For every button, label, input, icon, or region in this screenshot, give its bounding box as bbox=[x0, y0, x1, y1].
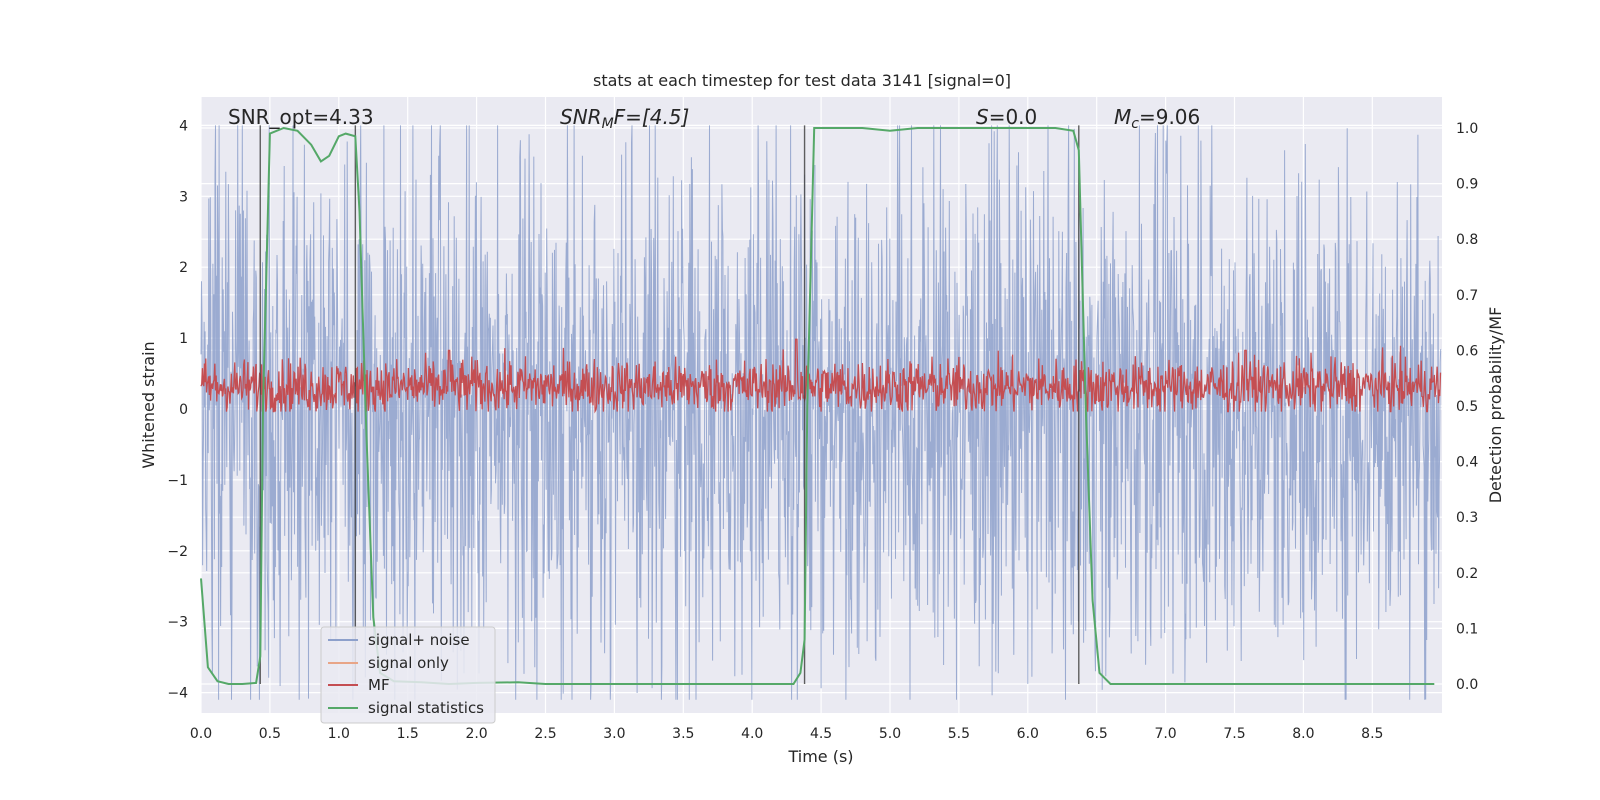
x-ticks: 0.0 0.5 1.0 1.5 2.0 2.5 3.0 3.5 4.0 4.5 5.0 5.5 6.0 6… bbox=[190, 726, 1384, 742]
legend-label-signal-only: signal only bbox=[368, 654, 449, 672]
y-tick-label: −4 bbox=[167, 686, 188, 702]
y-tick-label: 4 bbox=[179, 118, 188, 134]
annotation-mc: Mc=9.06 bbox=[1114, 105, 1200, 132]
x-tick-label: 7.5 bbox=[1223, 726, 1245, 742]
noise-trace bbox=[200, 125, 1442, 700]
x-tick-label: 5.0 bbox=[879, 726, 901, 742]
y-axis-label-right: Detection probability/MF bbox=[1486, 307, 1505, 504]
y-tick-label-right: 0.2 bbox=[1456, 566, 1478, 582]
y-tick-label-right: 0.1 bbox=[1456, 621, 1478, 637]
y-tick-label-right: 0.0 bbox=[1456, 677, 1478, 693]
y-tick-label-right: 0.8 bbox=[1456, 232, 1478, 248]
y-tick-label-right: 0.5 bbox=[1456, 399, 1478, 415]
legend-label-signal-statistics: signal statistics bbox=[368, 699, 484, 717]
legend-label-signal-noise: signal+ noise bbox=[368, 631, 470, 649]
x-tick-label: 1.5 bbox=[397, 726, 419, 742]
x-tick-label: 7.0 bbox=[1154, 726, 1176, 742]
y-ticks: −4 −3 −2 −1 0 1 2 3 4 bbox=[167, 118, 188, 701]
y-tick-label-right: 0.7 bbox=[1456, 288, 1478, 304]
chart-title: stats at each timestep for test data 314… bbox=[593, 71, 1011, 90]
y-tick-label: −3 bbox=[167, 615, 188, 631]
y-tick-label: −2 bbox=[167, 544, 188, 560]
y-tick-label-right: 0.4 bbox=[1456, 455, 1478, 471]
y-tick-label: −1 bbox=[167, 473, 188, 489]
y-tick-label: 0 bbox=[179, 402, 188, 418]
x-tick-label: 2.5 bbox=[534, 726, 556, 742]
x-tick-label: 6.0 bbox=[1017, 726, 1039, 742]
annotation-snr-mf: SNRMF=[4.5] bbox=[560, 105, 689, 132]
y-axis-label: Whitened strain bbox=[139, 341, 158, 468]
y-tick-label-right: 0.3 bbox=[1456, 510, 1478, 526]
x-tick-label: 3.5 bbox=[672, 726, 694, 742]
x-tick-label: 0.5 bbox=[259, 726, 281, 742]
legend-box bbox=[320, 626, 496, 724]
annotation-s: S=0.0 bbox=[976, 105, 1037, 129]
x-tick-label: 6.5 bbox=[1086, 726, 1108, 742]
x-tick-label: 1.0 bbox=[328, 726, 350, 742]
y-tick-label: 1 bbox=[179, 331, 188, 347]
y-tick-label: 2 bbox=[179, 260, 188, 276]
legend-label-mf: MF bbox=[368, 676, 390, 694]
noise-line bbox=[200, 125, 1442, 700]
y-ticks-right: 0.0 0.1 0.2 0.3 0.4 0.5 0.6 0.7 0.8 0.9 1.0 bbox=[1456, 121, 1478, 693]
mf-line bbox=[200, 338, 1442, 414]
x-tick-label: 8.5 bbox=[1361, 726, 1383, 742]
y-tick-label-right: 0.6 bbox=[1456, 343, 1478, 359]
x-tick-label: 3.0 bbox=[603, 726, 625, 742]
x-tick-label: 5.5 bbox=[948, 726, 970, 742]
statistics-trace bbox=[200, 126, 1435, 686]
annotation-snr-opt: SNR_opt=4.33 bbox=[228, 105, 374, 129]
mf-trace bbox=[200, 338, 1442, 414]
x-tick-label: 4.0 bbox=[741, 726, 763, 742]
y-tick-label-right: 1.0 bbox=[1456, 121, 1478, 137]
x-tick-label: 2.0 bbox=[465, 726, 487, 742]
legend: signal+ noise signal only MF signal stat… bbox=[320, 626, 496, 724]
statistics-line bbox=[200, 126, 1435, 686]
x-tick-label: 8.0 bbox=[1292, 726, 1314, 742]
y-tick-label: 3 bbox=[179, 189, 188, 205]
x-tick-label: 4.5 bbox=[810, 726, 832, 742]
y-tick-label-right: 0.9 bbox=[1456, 177, 1478, 193]
x-axis-label: Time (s) bbox=[787, 747, 853, 766]
x-tick-label: 0.0 bbox=[190, 726, 212, 742]
